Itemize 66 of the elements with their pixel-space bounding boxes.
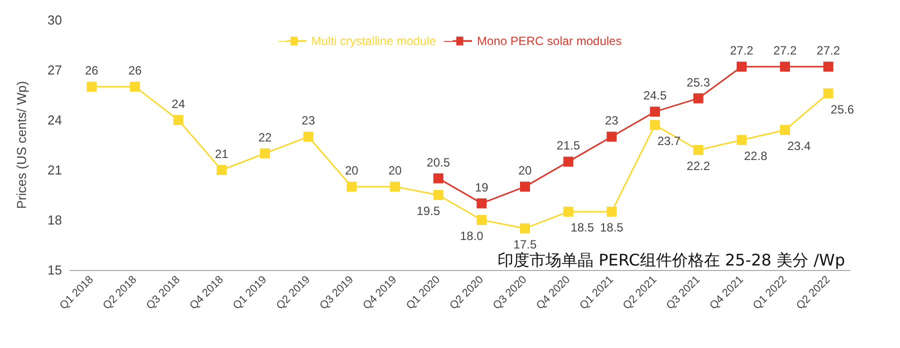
data-label: 25.3	[686, 75, 710, 90]
data-label: 22	[258, 130, 272, 144]
data-label: 20.5	[426, 155, 450, 170]
point	[433, 173, 444, 184]
data-label: 21.5	[556, 138, 580, 153]
point	[693, 93, 704, 104]
point	[86, 82, 97, 92]
annotation: 印度市场单晶 PERC组件价格在 25-28 美分 /Wp	[498, 250, 845, 270]
data-label: 27.2	[773, 44, 797, 58]
data-label: 20	[518, 164, 532, 178]
y-tick-label: 27	[48, 62, 62, 78]
data-label: 22.2	[686, 159, 710, 173]
data-label: 26	[84, 64, 99, 78]
data-label: 18.5	[600, 220, 624, 235]
data-label: 19	[474, 180, 489, 194]
point	[476, 215, 487, 225]
point	[563, 156, 574, 167]
point	[520, 182, 530, 192]
data-label: 23.7	[657, 134, 681, 148]
point	[130, 82, 140, 92]
y-tick-label: 15	[48, 262, 62, 278]
point	[606, 132, 617, 142]
y-tick-label: 21	[48, 162, 62, 178]
point	[563, 206, 574, 217]
y-axis-title: Prices (US cents/ Wp)	[14, 81, 29, 209]
legend-label: Mono PERC solar modules	[476, 34, 622, 48]
point	[606, 206, 617, 217]
data-label: 26	[128, 64, 142, 78]
point	[650, 106, 660, 117]
point	[780, 62, 790, 72]
legend-label: Multi crystalline module	[311, 34, 436, 48]
y-tick-label: 24	[48, 112, 62, 128]
data-label: 18.5	[570, 220, 594, 235]
data-label: 19.5	[416, 204, 440, 218]
point	[823, 62, 834, 72]
point	[780, 125, 790, 135]
data-label: 25.6	[830, 102, 854, 116]
data-label: 23	[604, 114, 619, 128]
data-label: 24.5	[643, 88, 667, 103]
y-tick-label: 30	[48, 12, 62, 28]
point	[823, 88, 834, 98]
point	[303, 132, 314, 142]
point	[476, 198, 487, 208]
point	[173, 115, 184, 125]
point	[736, 135, 747, 145]
data-label: 17.5	[513, 237, 537, 252]
point	[650, 120, 660, 130]
data-label: 18.0	[460, 229, 484, 243]
point	[346, 182, 357, 192]
point	[520, 223, 530, 234]
data-label: 24	[172, 97, 186, 111]
data-label: 23.4	[787, 139, 811, 153]
point	[390, 182, 400, 192]
point	[260, 148, 270, 158]
point	[693, 145, 704, 155]
y-tick-label: 18	[48, 212, 62, 228]
data-label: 21	[214, 147, 229, 161]
data-label: 22.8	[744, 149, 768, 163]
data-label: 20	[388, 164, 402, 178]
point	[736, 62, 747, 72]
data-label: 23	[302, 114, 316, 128]
point	[216, 165, 227, 175]
data-label: 20	[344, 164, 359, 178]
data-label: 27.2	[816, 44, 840, 58]
data-label: 27.2	[730, 44, 754, 58]
point	[433, 190, 444, 200]
